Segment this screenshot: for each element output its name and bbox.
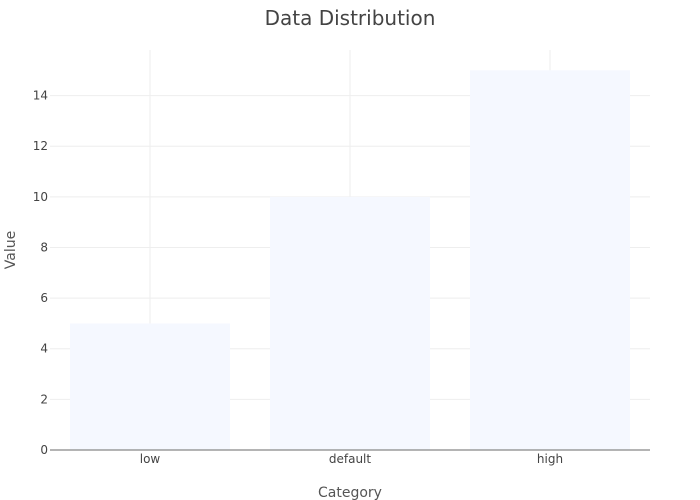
y-tick-label: 4 <box>40 342 48 356</box>
y-tick-label: 2 <box>40 392 48 406</box>
x-tick-label: default <box>329 452 372 466</box>
y-tick-label: 14 <box>33 89 48 103</box>
y-tick-label: 0 <box>40 443 48 457</box>
bar-low <box>70 323 230 450</box>
bar-default <box>270 196 430 450</box>
bars-layer <box>70 70 630 450</box>
y-axis-label: Value <box>3 231 19 269</box>
y-tick-label: 8 <box>40 240 48 254</box>
x-tick-label: low <box>140 452 161 466</box>
y-axis-ticks: 0 2 4 6 8 10 12 14 <box>33 89 48 457</box>
chart-title: Data Distribution <box>265 6 436 30</box>
x-axis-ticks: low default high <box>140 452 563 466</box>
x-tick-label: high <box>537 452 563 466</box>
y-tick-label: 10 <box>33 190 48 204</box>
x-axis-label: Category <box>318 485 382 500</box>
y-tick-label: 12 <box>33 139 48 153</box>
y-tick-label: 6 <box>40 291 48 305</box>
bar-high <box>470 70 630 450</box>
